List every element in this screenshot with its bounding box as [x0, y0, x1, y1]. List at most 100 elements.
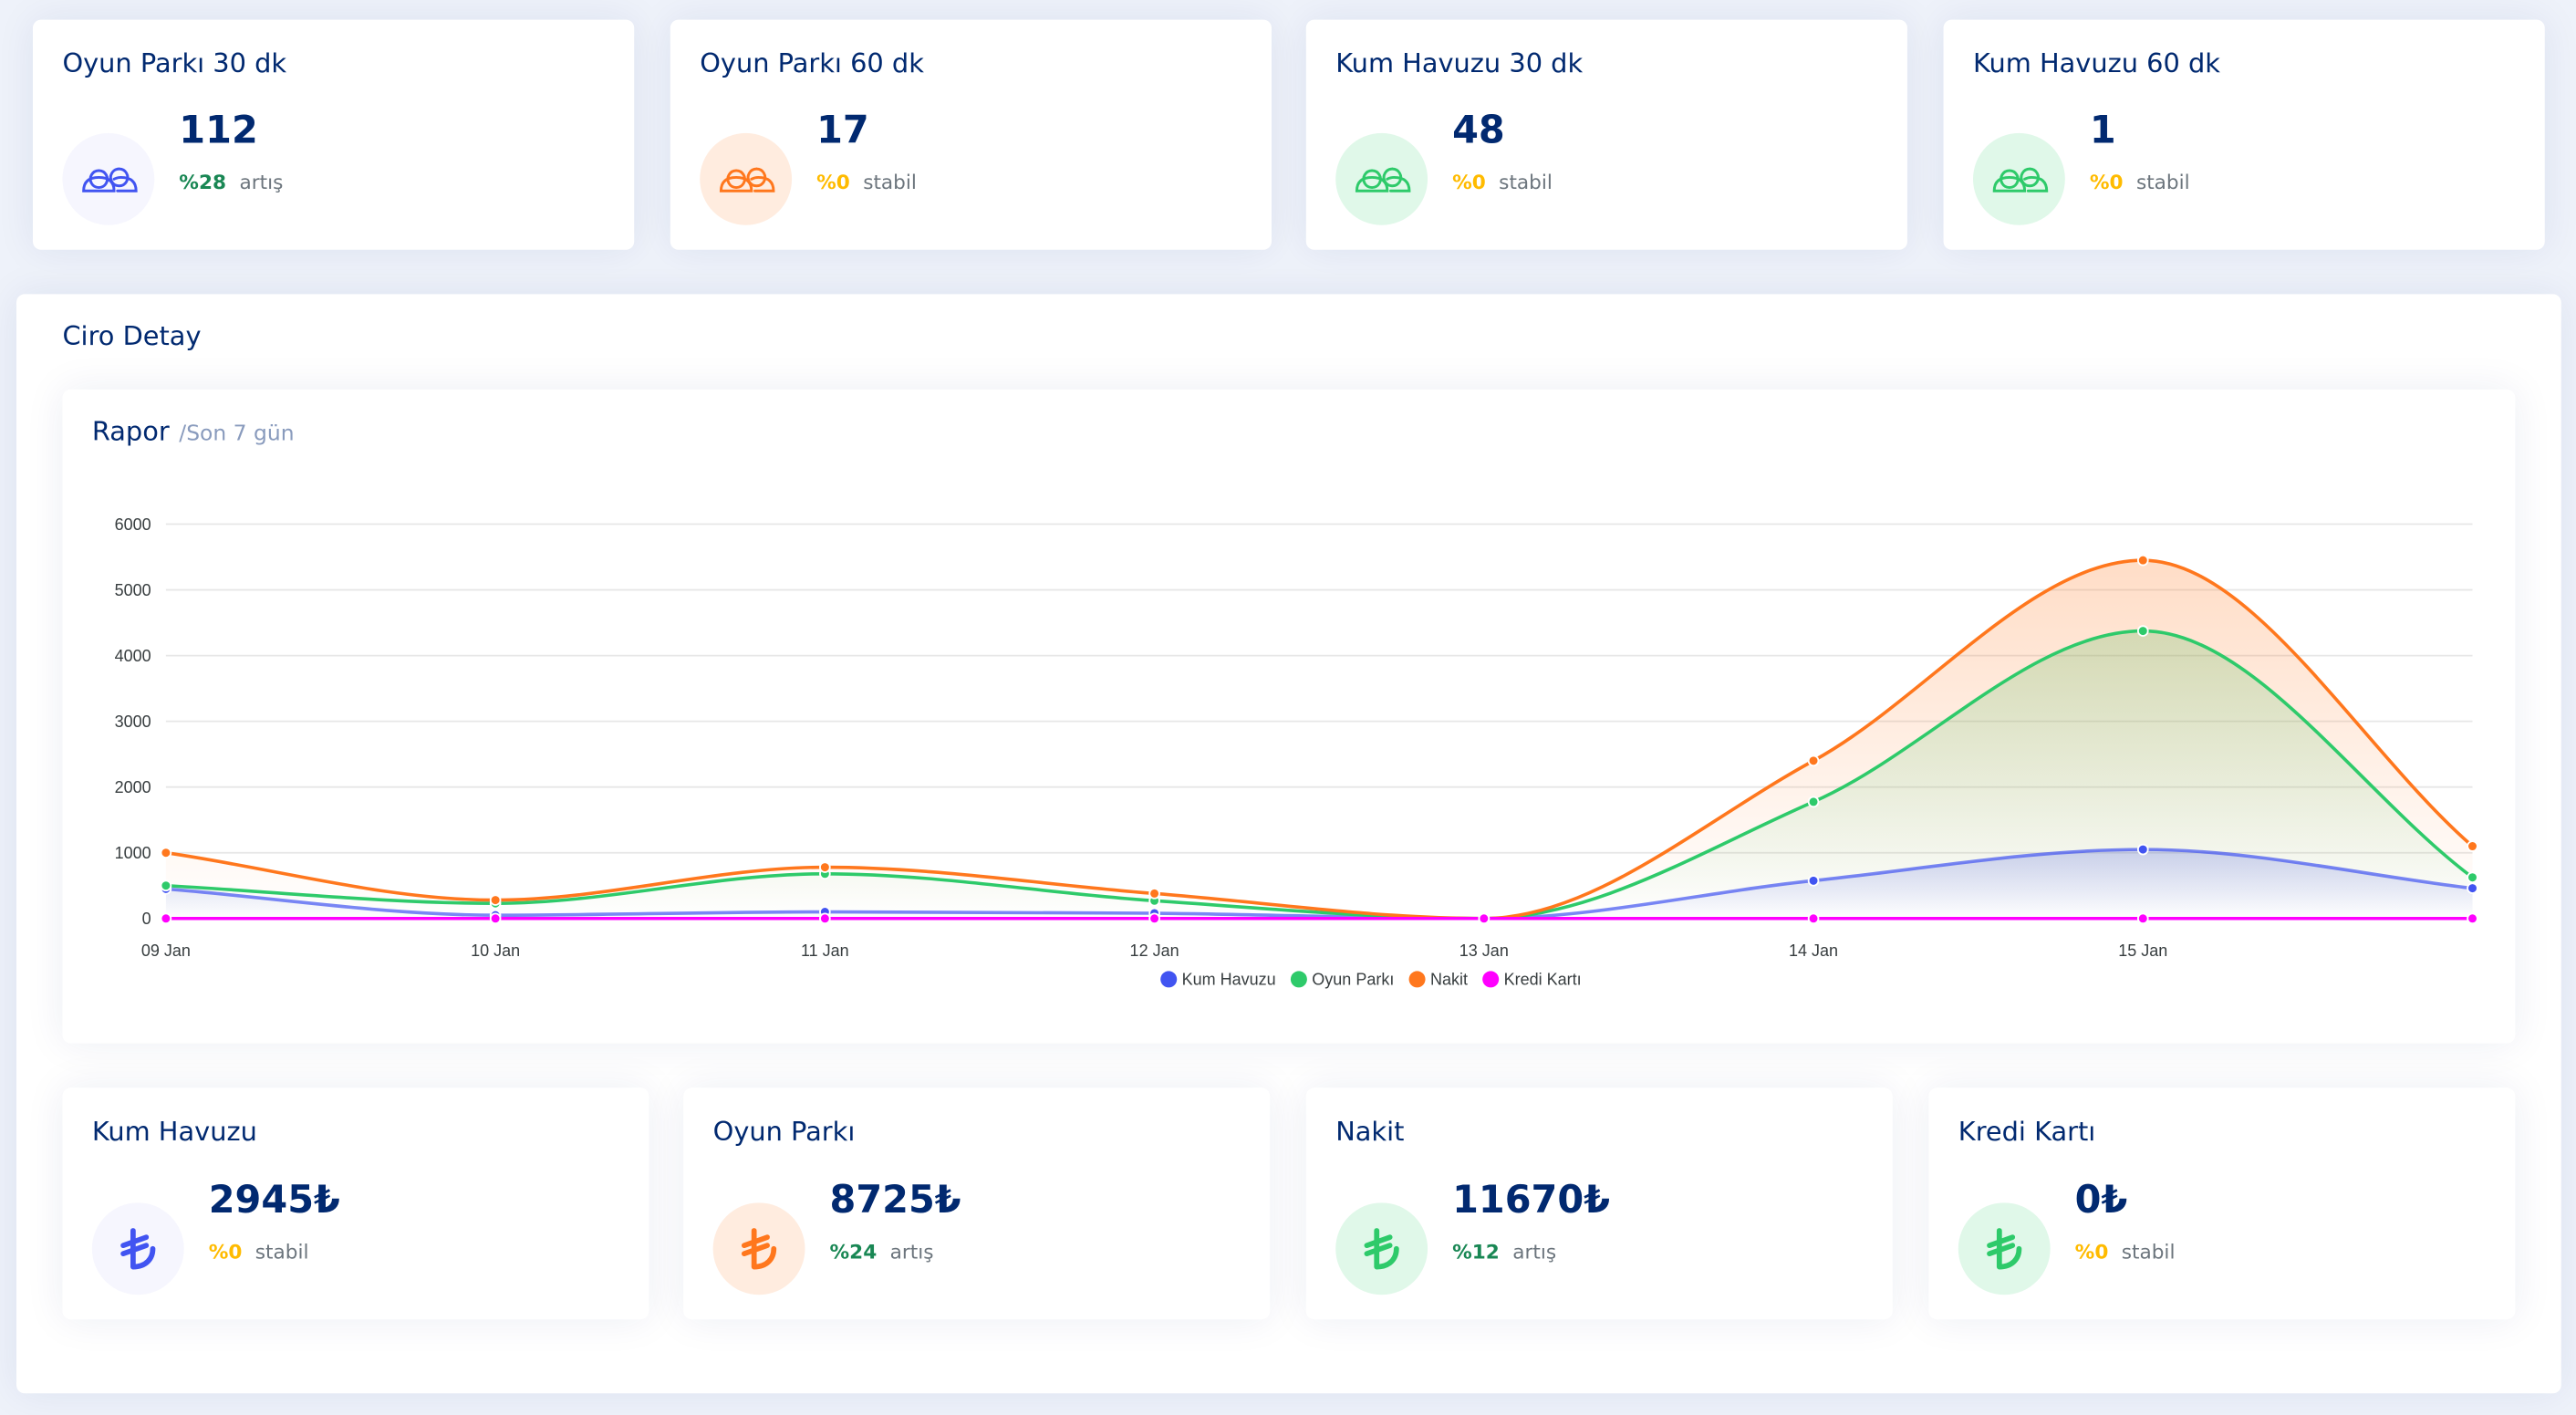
data-point	[2136, 625, 2149, 637]
y-tick-label: 2000	[115, 778, 151, 796]
y-tick-label: 3000	[115, 713, 151, 731]
card-value: 0₺	[2074, 1179, 2128, 1223]
card-status: stabil	[2121, 1239, 2176, 1264]
data-point	[1807, 912, 1820, 925]
info-card: Nakit 11670₺ %12 artış	[1305, 1087, 1893, 1320]
card-icon	[1958, 1202, 2051, 1295]
card-icon	[1335, 1202, 1428, 1295]
card-title: Oyun Parkı 60 dk	[700, 47, 924, 79]
info-card: Oyun Parkı 8725₺ %24 artış	[683, 1087, 1271, 1320]
icon	[1355, 167, 1411, 192]
data-point	[819, 861, 831, 873]
revenue-title: Ciro Detay	[62, 320, 202, 352]
x-tick-label: 09 Jan	[141, 942, 191, 960]
card-change: %0	[2074, 1239, 2109, 1264]
y-tick-label: 1000	[115, 844, 151, 862]
area	[165, 560, 2473, 919]
card-title: Oyun Parkı	[712, 1115, 856, 1148]
card-value: 112	[179, 109, 258, 153]
data-point	[819, 912, 831, 925]
icon-shape	[741, 1227, 777, 1269]
icon-shape	[1355, 167, 1411, 192]
x-tick-label: 13 Jan	[1459, 942, 1509, 960]
legend-label: Kredi Kartı	[1504, 971, 1582, 989]
data-point	[1807, 754, 1820, 767]
report-subtitle: /Son 7 gün	[179, 421, 295, 447]
data-point	[489, 912, 502, 925]
icon	[82, 167, 138, 192]
legend-label: Kum Havuzu	[1182, 971, 1276, 989]
card-status: stabil	[863, 171, 917, 194]
data-point	[1478, 912, 1491, 925]
data-point	[1807, 796, 1820, 808]
card-change: %0	[208, 1239, 243, 1264]
report-title: Rapor	[91, 415, 170, 447]
data-point	[2467, 882, 2478, 894]
card-status: stabil	[2135, 171, 2190, 194]
card-title: Kum Havuzu 30 dk	[1335, 47, 1584, 79]
card-value: 48	[1452, 109, 1505, 153]
card-change: %12	[1452, 1239, 1500, 1264]
card-status: stabil	[254, 1239, 309, 1264]
card-status: artış	[889, 1239, 934, 1264]
data-point	[2136, 554, 2149, 567]
card-title: Nakit	[1335, 1115, 1405, 1148]
card-title: Kum Havuzu 60 dk	[1973, 47, 2220, 79]
legend-marker	[1408, 971, 1426, 988]
data-point	[1148, 888, 1160, 900]
data-point	[2467, 912, 2478, 925]
card-status: artış	[1512, 1239, 1557, 1264]
legend-label: Oyun Parkı	[1312, 971, 1394, 989]
card-icon	[62, 132, 155, 225]
card-change: %0	[816, 171, 850, 194]
card-icon	[712, 1202, 805, 1295]
info-card: Kredi Kartı 0₺ %0 stabil	[1928, 1087, 2516, 1320]
icon-shape	[719, 167, 775, 192]
legend-marker	[1290, 971, 1307, 988]
data-point	[2136, 843, 2149, 856]
x-tick-label: 15 Jan	[2118, 942, 2167, 960]
data-point	[1807, 875, 1820, 887]
data-point	[2136, 912, 2149, 925]
data-point	[2467, 871, 2478, 884]
y-tick-label: 6000	[115, 515, 151, 534]
x-tick-label: 11 Jan	[801, 942, 849, 960]
info-card: Oyun Parkı 60 dk 17 %0 stabil	[670, 19, 1272, 250]
icon-shape	[82, 167, 138, 192]
info-card: Kum Havuzu 30 dk 48 %0 stabil	[1305, 19, 1907, 250]
card-icon	[91, 1202, 184, 1295]
legend-marker	[1482, 971, 1500, 988]
card-status: artış	[239, 171, 284, 194]
y-tick-label: 0	[142, 910, 151, 928]
info-card: Oyun Parkı 30 dk 112 %28 artış	[33, 19, 635, 250]
icon-shape	[1992, 167, 2049, 192]
data-point	[489, 894, 502, 906]
legend-label: Nakit	[1430, 971, 1468, 989]
card-value: 8725₺	[829, 1179, 961, 1223]
x-tick-label: 14 Jan	[1789, 942, 1838, 960]
icon	[741, 1227, 777, 1269]
card-icon	[700, 132, 793, 225]
y-tick-label: 4000	[115, 647, 151, 665]
card-value: 17	[816, 109, 869, 153]
series-line	[165, 848, 2473, 921]
card-value: 2945₺	[208, 1179, 340, 1223]
card-change: %28	[179, 171, 227, 194]
icon	[1992, 167, 2049, 192]
card-icon	[1335, 132, 1428, 225]
icon	[1364, 1227, 1399, 1269]
card-icon	[1973, 132, 2065, 225]
data-point	[160, 912, 172, 925]
data-point	[160, 879, 172, 892]
card-value: 1	[2089, 109, 2116, 153]
card-status: stabil	[1499, 171, 1553, 194]
data-point	[160, 847, 172, 859]
icon-shape	[1364, 1227, 1399, 1269]
icon-shape	[1987, 1227, 2022, 1269]
card-change: %0	[2089, 171, 2124, 194]
card-title: Kredi Kartı	[1958, 1115, 2096, 1148]
x-tick-label: 10 Jan	[471, 942, 520, 960]
